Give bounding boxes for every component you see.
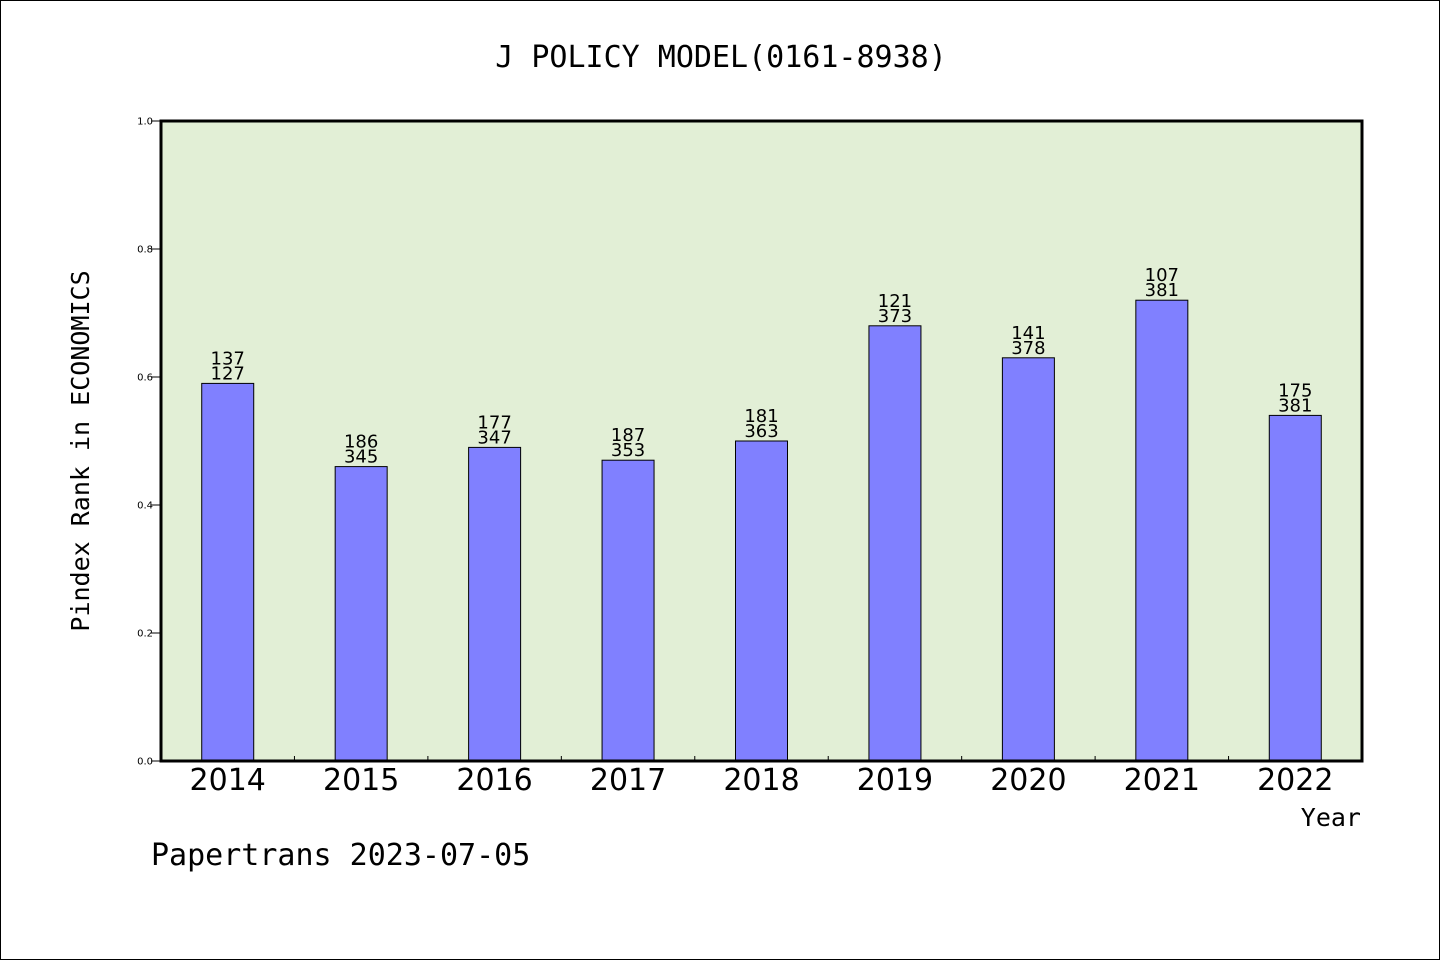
y-axis-ticks: 0.0 0.2 0.4 0.6 0.8 1.0 bbox=[137, 117, 161, 768]
y-tick-label-0.8: 0.8 bbox=[137, 245, 153, 256]
x-tick-label-2016: 2016 bbox=[456, 763, 532, 798]
total-label-2015: 345 bbox=[344, 447, 378, 468]
y-tick-label-0.2: 0.2 bbox=[137, 629, 153, 640]
x-tick-label-2022: 2022 bbox=[1257, 763, 1333, 798]
x-tick-label-2019: 2019 bbox=[857, 763, 933, 798]
y-tick-label-0.6: 0.6 bbox=[137, 373, 153, 384]
bar-2014 bbox=[201, 382, 255, 762]
total-label-2022: 381 bbox=[1278, 395, 1312, 416]
x-axis-ticks: 2014 2015 2016 2017 2018 2019 2020 2021 2022 bbox=[190, 756, 1333, 798]
bar-2019 bbox=[868, 325, 922, 762]
rank-label-2021: 107 bbox=[1145, 265, 1179, 286]
plot-border bbox=[159, 119, 1364, 763]
y-tick-label-1.0: 1.0 bbox=[137, 117, 153, 128]
rank-label-2015: 186 bbox=[344, 432, 378, 453]
x-axis-label: Year bbox=[1301, 803, 1361, 832]
chart-title: J POLICY MODEL(0161-8938) bbox=[495, 40, 947, 75]
bar-2015 bbox=[334, 466, 388, 762]
total-label-2019: 373 bbox=[878, 306, 912, 327]
rank-label-2017: 187 bbox=[611, 425, 645, 446]
footer-credit: Papertrans 2023-07-05 bbox=[151, 838, 530, 873]
total-label-2020: 378 bbox=[1011, 338, 1045, 359]
bar-2017 bbox=[601, 459, 655, 762]
x-tick-label-2018: 2018 bbox=[723, 763, 799, 798]
y-axis-label: Pindex Rank in ECONOMICS bbox=[66, 270, 95, 631]
rank-label-2020: 141 bbox=[1011, 323, 1045, 344]
total-label-2016: 347 bbox=[477, 427, 511, 448]
bar-2018 bbox=[735, 440, 788, 762]
y-tick-label-0.4: 0.4 bbox=[137, 501, 153, 512]
rank-label-2019: 121 bbox=[878, 291, 912, 312]
rank-label-2014: 137 bbox=[211, 348, 245, 369]
total-label-2018: 363 bbox=[744, 421, 778, 442]
x-tick-label-2017: 2017 bbox=[590, 763, 666, 798]
rank-label-2016: 177 bbox=[477, 412, 511, 433]
rank-label-2018: 181 bbox=[744, 406, 778, 427]
x-tick-label-2015: 2015 bbox=[323, 763, 399, 798]
bar-2016 bbox=[468, 446, 522, 762]
x-tick-label-2020: 2020 bbox=[990, 763, 1066, 798]
x-tick-label-2014: 2014 bbox=[190, 763, 266, 798]
total-label-2014: 127 bbox=[211, 363, 245, 384]
x-tick-label-2021: 2021 bbox=[1124, 763, 1200, 798]
bar-2020 bbox=[1001, 357, 1055, 762]
y-tick-label-0.0: 0.0 bbox=[137, 757, 153, 768]
bars-layer bbox=[201, 299, 1322, 762]
total-label-2021: 381 bbox=[1145, 280, 1179, 301]
bar-2021 bbox=[1135, 299, 1189, 762]
bar-2022 bbox=[1268, 414, 1322, 762]
rank-label-2022: 175 bbox=[1278, 380, 1312, 401]
total-label-2017: 353 bbox=[611, 440, 645, 461]
